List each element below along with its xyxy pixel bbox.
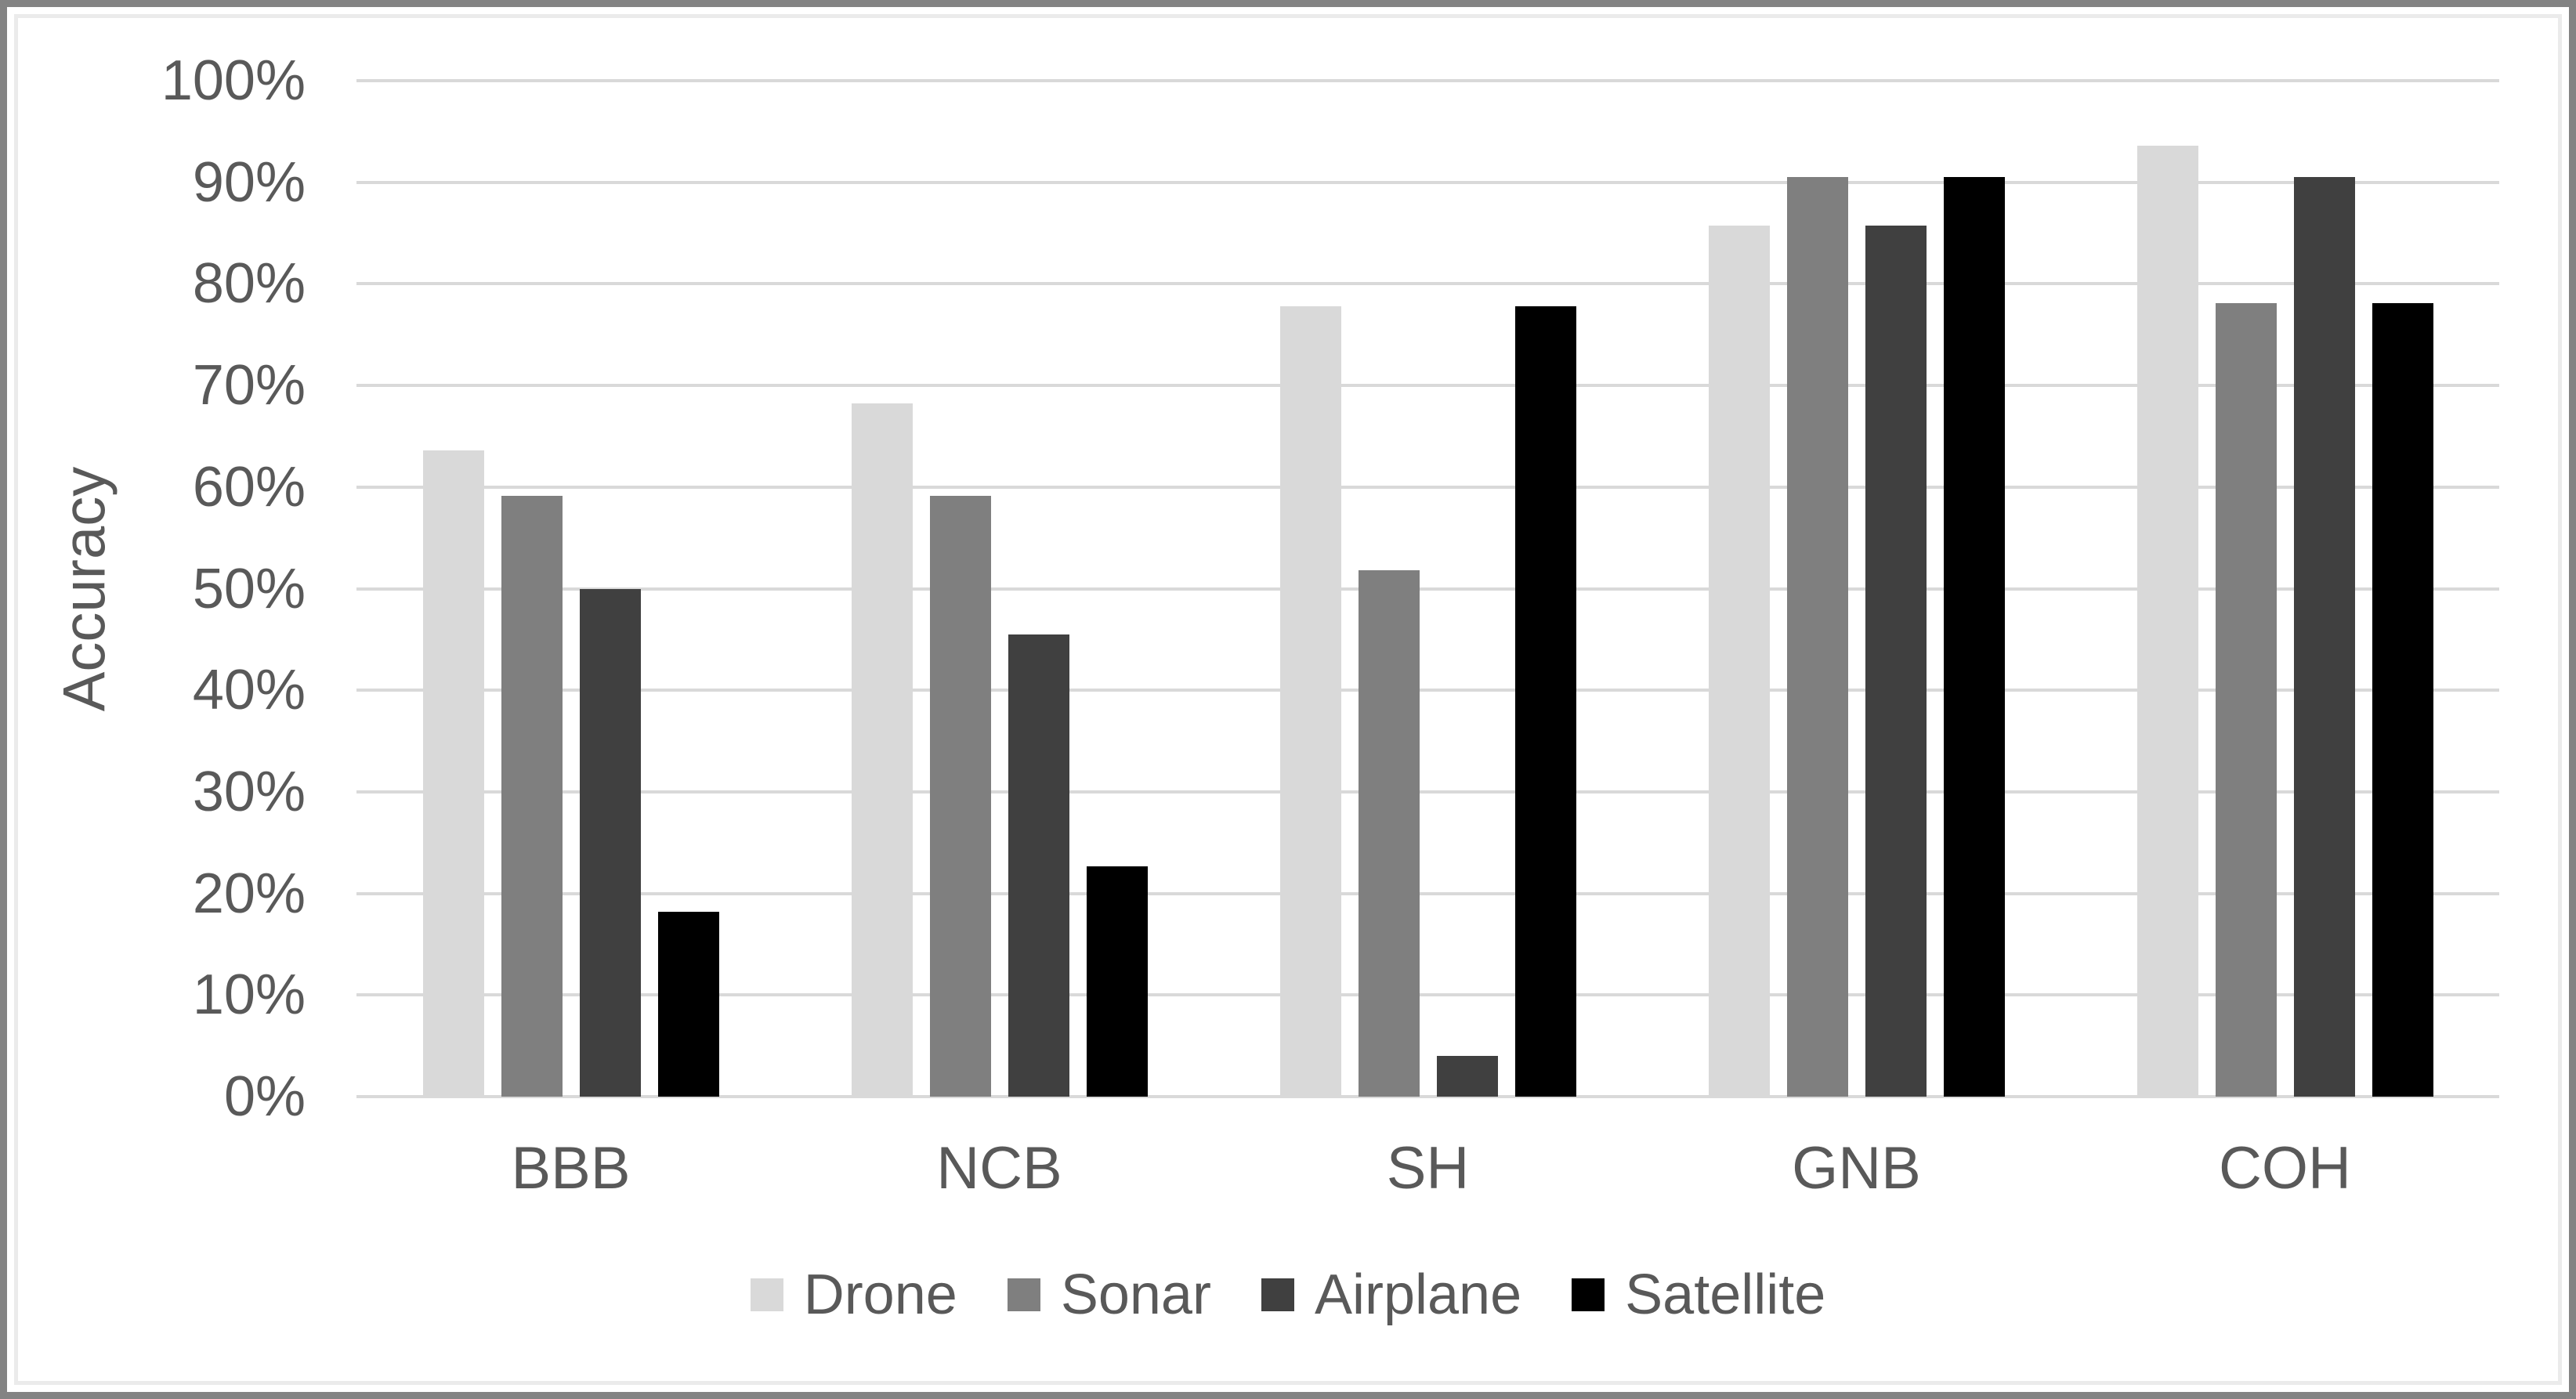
- legend-item-sonar: Sonar: [1007, 1263, 1211, 1327]
- bar-group-gnb: [1642, 81, 2071, 1097]
- legend-label: Drone: [803, 1263, 957, 1326]
- y-axis-tick-labels: 0% 10% 20% 30% 40% 50% 60% 70% 80% 90% 100%: [47, 49, 306, 1128]
- y-axis-tick-label: 70%: [192, 354, 306, 418]
- bar-sonar-coh: [2215, 303, 2277, 1097]
- bar-sonar-ncb: [929, 496, 991, 1097]
- bar-drone-gnb: [1708, 226, 1770, 1097]
- gridline: [356, 1095, 2499, 1098]
- bar-drone-ncb: [851, 403, 913, 1097]
- x-axis-category-labels: BBB NCB SH GNB COH: [356, 1134, 2499, 1202]
- gridline: [356, 384, 2499, 388]
- x-axis-category-label: GNB: [1792, 1135, 1921, 1202]
- legend: Drone Sonar Airplane Satellite: [0, 1263, 2576, 1327]
- bar-groups: [356, 81, 2499, 1097]
- legend-swatch-icon: [1572, 1278, 1605, 1311]
- x-axis-category-label: SH: [1386, 1135, 1470, 1202]
- bar-drone-coh: [2136, 146, 2198, 1097]
- bar-group-ncb: [785, 81, 1214, 1097]
- y-axis-tick-label: 20%: [192, 862, 306, 925]
- gridline: [356, 180, 2499, 184]
- y-axis-tick-label: 90%: [192, 150, 306, 214]
- bar-airplane-bbb: [579, 588, 641, 1097]
- y-axis-tick-label: 0%: [223, 1065, 306, 1128]
- legend-swatch-icon: [1261, 1278, 1294, 1311]
- legend-item-airplane: Airplane: [1261, 1263, 1521, 1327]
- y-axis-tick-label: 10%: [192, 963, 306, 1027]
- y-axis-tick-label: 40%: [192, 659, 306, 722]
- bar-airplane-ncb: [1008, 634, 1069, 1097]
- bar-sonar-gnb: [1786, 177, 1848, 1097]
- bar-airplane-sh: [1436, 1056, 1498, 1097]
- plot-area: [356, 79, 2499, 1098]
- legend-item-drone: Drone: [750, 1263, 957, 1327]
- bar-group-coh: [2071, 81, 2499, 1097]
- y-axis-tick-label: 80%: [192, 252, 306, 316]
- legend-label: Satellite: [1625, 1263, 1826, 1326]
- legend-label: Sonar: [1060, 1263, 1211, 1326]
- legend-swatch-icon: [1007, 1278, 1040, 1311]
- y-axis-tick-label: 30%: [192, 760, 306, 823]
- gridline: [356, 689, 2499, 692]
- bar-group-sh: [1214, 81, 1642, 1097]
- y-axis-tick-label: 100%: [161, 49, 306, 112]
- bar-airplane-gnb: [1865, 226, 1927, 1097]
- gridline: [356, 282, 2499, 286]
- gridline: [356, 587, 2499, 591]
- bar-satellite-coh: [2372, 303, 2433, 1097]
- legend-label: Airplane: [1314, 1263, 1522, 1326]
- bar-satellite-gnb: [1943, 177, 2005, 1097]
- y-axis-tick-label: 60%: [192, 455, 306, 519]
- bar-drone-bbb: [422, 450, 484, 1097]
- x-axis-category-label: COH: [2219, 1135, 2351, 1202]
- gridline: [356, 891, 2499, 895]
- y-axis-tick-label: 50%: [192, 557, 306, 620]
- gridline: [356, 79, 2499, 82]
- legend-item-satellite: Satellite: [1572, 1263, 1825, 1327]
- gridline: [356, 993, 2499, 997]
- legend-swatch-icon: [750, 1278, 783, 1311]
- gridline: [356, 790, 2499, 793]
- bar-satellite-bbb: [657, 911, 719, 1097]
- chart-inner-border: [14, 14, 2562, 1385]
- bar-airplane-coh: [2293, 177, 2355, 1097]
- bar-satellite-sh: [1514, 305, 1576, 1097]
- gridline: [356, 485, 2499, 489]
- bar-drone-sh: [1279, 305, 1341, 1097]
- x-axis-category-label: NCB: [936, 1135, 1062, 1202]
- bar-sonar-sh: [1358, 570, 1420, 1097]
- bar-group-bbb: [356, 81, 785, 1097]
- x-axis-category-label: BBB: [511, 1135, 631, 1202]
- bar-sonar-bbb: [501, 496, 563, 1097]
- bar-satellite-ncb: [1086, 866, 1148, 1097]
